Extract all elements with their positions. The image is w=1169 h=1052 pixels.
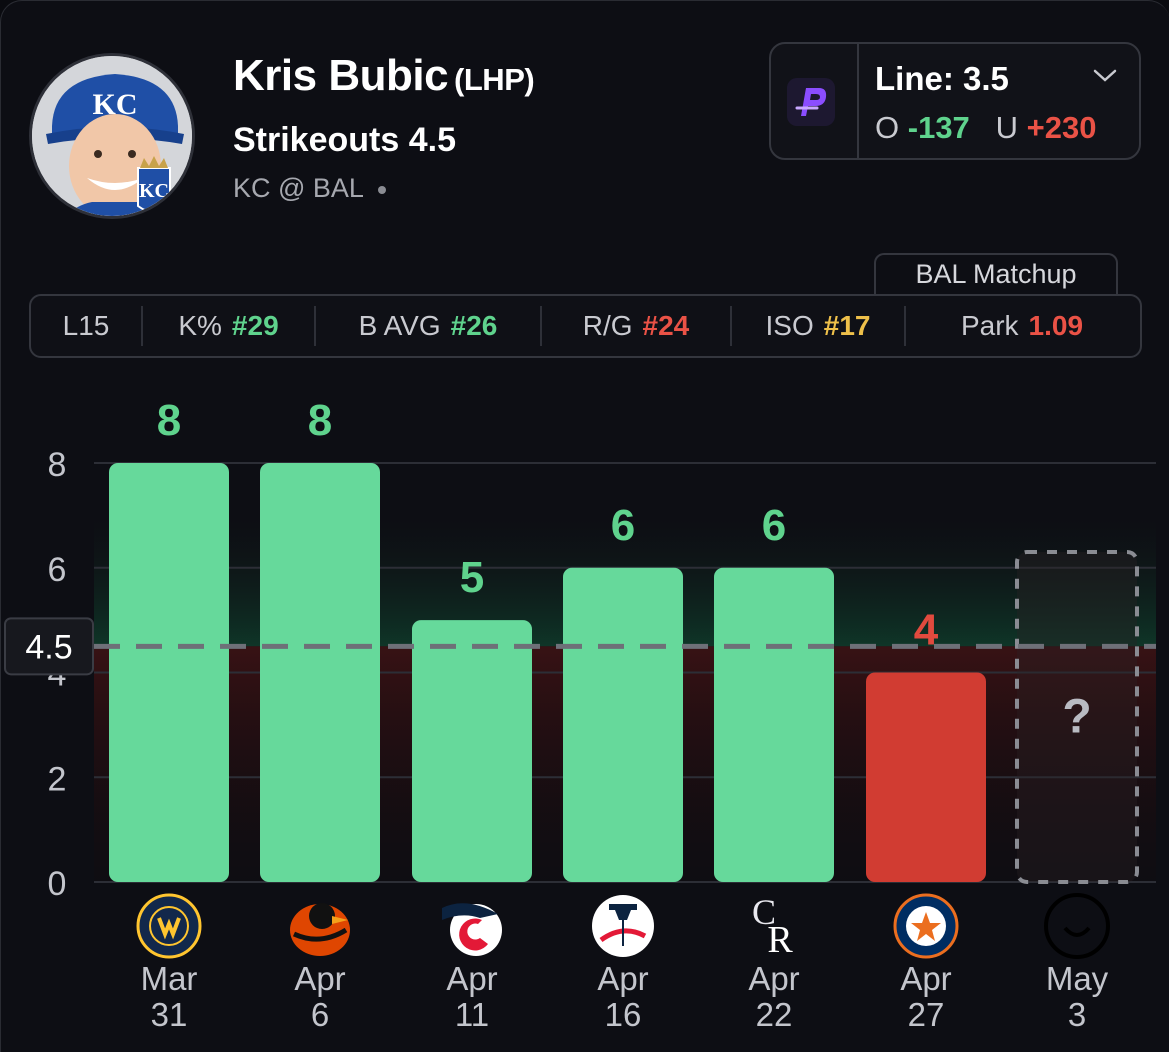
stat-k-pct: K% #29 bbox=[143, 306, 316, 346]
bar bbox=[109, 463, 229, 882]
under-odds: +230 bbox=[1026, 110, 1097, 145]
x-tick-day: 22 bbox=[756, 996, 793, 1033]
x-tick-day: 6 bbox=[311, 996, 329, 1033]
bar bbox=[412, 620, 532, 882]
bar bbox=[563, 567, 683, 882]
prizepicks-logo-icon bbox=[787, 78, 835, 126]
stat-label: L15 bbox=[62, 310, 110, 341]
stat-b-avg: B AVG #26 bbox=[316, 306, 542, 346]
status-dot-icon bbox=[377, 185, 386, 194]
x-tick-day: 31 bbox=[151, 996, 188, 1033]
x-tick-month: Apr bbox=[597, 960, 648, 997]
threshold-badge bbox=[4, 617, 94, 676]
pending-label: ? bbox=[1062, 690, 1091, 743]
orioles-logo-icon bbox=[290, 903, 350, 956]
y-tick-label: 2 bbox=[48, 760, 67, 798]
astros-logo-icon bbox=[893, 893, 959, 959]
data-label: 6 bbox=[762, 501, 786, 550]
x-tick-month: Mar bbox=[141, 960, 198, 997]
svg-text:R: R bbox=[767, 919, 793, 961]
matchup-stats-bar: L15 K% #29 B AVG #26 R/G #24 ISO #17 Park 1.0… bbox=[29, 294, 1142, 358]
guardians-logo-icon bbox=[442, 903, 502, 956]
data-label: 5 bbox=[460, 553, 484, 602]
svg-text:C: C bbox=[752, 892, 776, 932]
stat-r-g: R/G #24 bbox=[542, 306, 732, 346]
chevron-down-icon[interactable] bbox=[1091, 66, 1119, 86]
x-tick-month: Apr bbox=[446, 960, 497, 997]
bar bbox=[866, 672, 986, 882]
over-prefix: O bbox=[875, 110, 900, 145]
x-tick-day: 27 bbox=[908, 996, 945, 1033]
stat-label: B AVG bbox=[358, 310, 441, 341]
yankees-logo-icon bbox=[592, 895, 654, 957]
sportsbook-logo-cell bbox=[771, 44, 859, 158]
line-odds: O -137 U +230 bbox=[875, 110, 1096, 146]
player-position: (LHP) bbox=[454, 62, 535, 97]
stat-l15[interactable]: L15 bbox=[31, 306, 143, 346]
placeholder-face-icon bbox=[1044, 893, 1110, 959]
strikeouts-bar-chart: 02468885664?4.5Mar31Apr6Apr11Apr16CRApr2… bbox=[4, 396, 1156, 1033]
x-tick-month: May bbox=[1046, 960, 1109, 997]
stat-value: 1.09 bbox=[1028, 310, 1084, 341]
bar bbox=[260, 463, 380, 882]
stat-value: #17 bbox=[823, 310, 871, 341]
bar bbox=[714, 567, 834, 882]
data-label: 8 bbox=[308, 396, 332, 445]
stat-label: R/G bbox=[582, 310, 633, 341]
y-tick-label: 8 bbox=[48, 446, 67, 484]
stat-label: K% bbox=[178, 310, 222, 341]
data-label: 6 bbox=[611, 501, 635, 550]
x-tick-month: Apr bbox=[748, 960, 799, 997]
brewers-logo-icon bbox=[136, 893, 202, 959]
stat-iso: ISO #17 bbox=[732, 306, 906, 346]
x-tick-day: 16 bbox=[605, 996, 642, 1033]
under-prefix: U bbox=[995, 110, 1019, 145]
tab-bal-matchup[interactable]: BAL Matchup bbox=[874, 253, 1118, 295]
stat-value: #26 bbox=[450, 310, 498, 341]
stat-park: Park 1.09 bbox=[906, 306, 1138, 346]
y-tick-label: 6 bbox=[48, 551, 67, 589]
line-selector-dropdown[interactable]: Line: 3.5 O -137 U +230 bbox=[769, 42, 1141, 160]
line-label: Line: 3.5 bbox=[875, 60, 1009, 97]
svg-text:KC: KC bbox=[139, 180, 169, 202]
threshold-label: 4.5 bbox=[25, 628, 72, 666]
stat-value: #29 bbox=[231, 310, 279, 341]
x-tick-month: Apr bbox=[900, 960, 951, 997]
over-odds: -137 bbox=[907, 110, 970, 145]
stat-label: ISO bbox=[765, 310, 814, 341]
prop-title: Strikeouts 4.5 bbox=[233, 121, 456, 159]
x-tick-day: 3 bbox=[1068, 996, 1086, 1033]
game-matchup-text: KC @ BAL bbox=[233, 173, 364, 203]
player-name: Kris Bubic (LHP) bbox=[233, 51, 535, 101]
x-tick-month: Apr bbox=[294, 960, 345, 997]
stat-value: #24 bbox=[642, 310, 690, 341]
data-label: 8 bbox=[157, 396, 181, 445]
pending-bar bbox=[1015, 550, 1139, 884]
stat-label: Park bbox=[960, 310, 1019, 341]
rockies-logo-icon: CR bbox=[752, 892, 793, 961]
player-avatar: KC KC bbox=[29, 53, 195, 219]
y-tick-label: 0 bbox=[48, 865, 67, 903]
player-headshot-icon: KC KC bbox=[32, 56, 192, 216]
player-name-text: Kris Bubic bbox=[233, 51, 449, 100]
game-matchup: KC @ BAL bbox=[233, 173, 386, 204]
x-tick-day: 11 bbox=[455, 996, 489, 1033]
